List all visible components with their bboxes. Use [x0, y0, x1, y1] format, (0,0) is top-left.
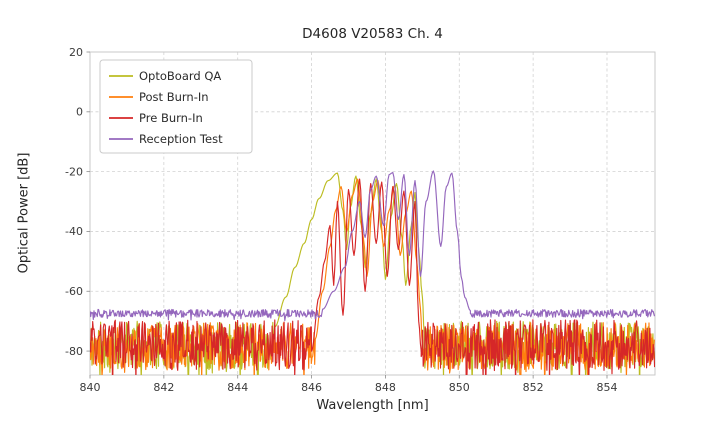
x-tick-label: 848: [375, 381, 396, 394]
y-tick-label: -20: [65, 165, 83, 178]
x-tick-label: 840: [80, 381, 101, 394]
x-tick-label: 844: [227, 381, 248, 394]
legend-label: Post Burn-In: [139, 90, 209, 104]
x-tick-label: 846: [301, 381, 322, 394]
legend-label: Reception Test: [139, 132, 223, 146]
plot-area: [90, 170, 655, 375]
plot-frame: [89, 51, 656, 376]
axis-tick-labels: 840 842 844 846 848 850 852 854 20 0 -20 -40 -60 -80: [65, 46, 617, 394]
x-tick-label: 842: [153, 381, 174, 394]
series-line-pre-burn-in: [90, 178, 655, 375]
chart-title: D4608 V20583 Ch. 4: [302, 26, 443, 42]
y-tick-label: -60: [65, 285, 83, 298]
y-tick-label: -80: [65, 345, 83, 358]
y-tick-label: -40: [65, 225, 83, 238]
x-axis-label: Wavelength [nm]: [316, 398, 429, 413]
x-tick-label: 852: [523, 381, 544, 394]
x-tick-label: 854: [596, 381, 617, 394]
legend: OptoBoard QA Post Burn-In Pre Burn-In Recep…: [99, 59, 253, 154]
series-line-reception-test: [90, 170, 655, 322]
legend-box: [99, 59, 253, 154]
legend-label: Pre Burn-In: [139, 111, 203, 125]
y-tick-label: 20: [69, 46, 83, 59]
legend-label: OptoBoard QA: [139, 69, 221, 83]
y-tick-label: 0: [76, 106, 83, 119]
x-tick-label: 850: [449, 381, 470, 394]
